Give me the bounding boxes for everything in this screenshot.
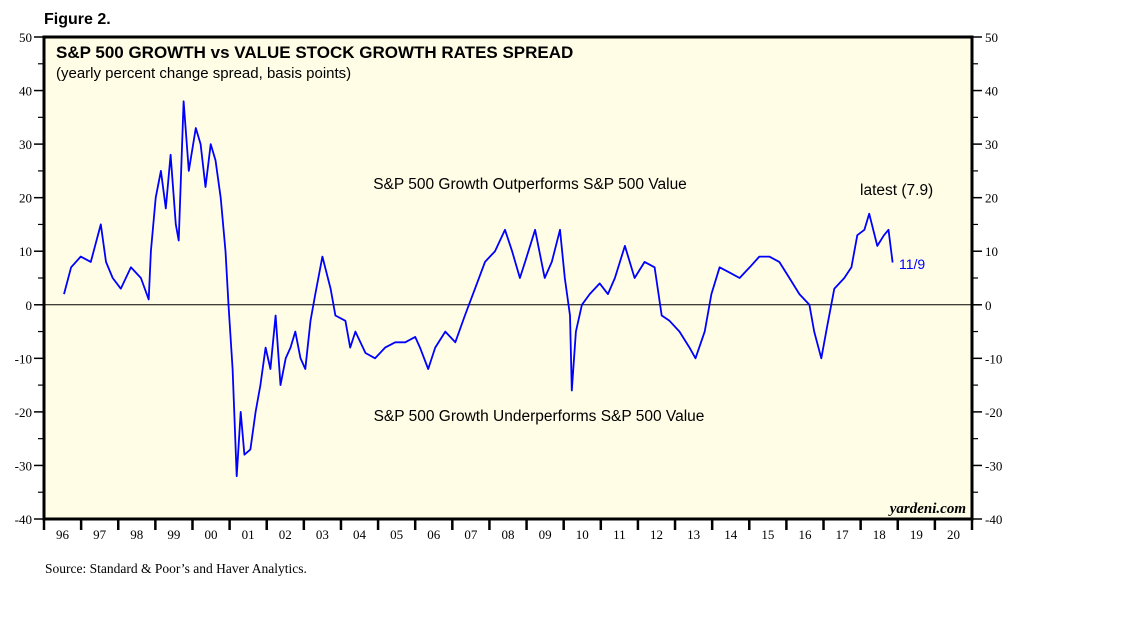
x-tick-label: 19 (910, 527, 923, 542)
y-tick-label-left: 40 (19, 84, 32, 99)
x-tick-label: 02 (279, 527, 292, 542)
x-tick-label: 06 (427, 527, 441, 542)
x-tick-label: 11 (613, 527, 626, 542)
x-tick-label: 20 (947, 527, 960, 542)
y-tick-label-right: -40 (985, 512, 1002, 527)
yardeni-watermark: yardeni.com (888, 501, 966, 517)
y-tick-label-right: -30 (985, 458, 1002, 473)
x-tick-label: 18 (873, 527, 886, 542)
annotation-underperforms: S&P 500 Growth Underperforms S&P 500 Val… (374, 408, 705, 425)
y-tick-label-right: 30 (985, 137, 998, 152)
y-tick-label-left: -20 (15, 405, 32, 420)
x-tick-label: 16 (798, 527, 812, 542)
source-note: Source: Standard & Poor’s and Haver Anal… (45, 561, 307, 576)
chart-title: S&P 500 GROWTH vs VALUE STOCK GROWTH RAT… (56, 43, 573, 62)
x-tick-label: 05 (390, 527, 403, 542)
x-tick-label: 97 (93, 527, 107, 542)
x-tick-label: 04 (353, 527, 367, 542)
y-tick-label-right: 10 (985, 244, 998, 259)
x-tick-label: 09 (539, 527, 552, 542)
y-tick-label-left: -10 (15, 351, 32, 366)
x-tick-label: 15 (761, 527, 774, 542)
x-tick-label: 08 (502, 527, 515, 542)
y-tick-label-left: 50 (19, 30, 32, 45)
x-tick-label: 03 (316, 527, 329, 542)
y-tick-label-left: -40 (15, 512, 32, 527)
plot-area (42, 35, 974, 521)
y-tick-label-left: 30 (19, 137, 32, 152)
annotation-latest-date: 11/9 (899, 256, 925, 272)
y-tick-label-right: 50 (985, 30, 998, 45)
x-tick-label: 14 (724, 527, 738, 542)
x-tick-label: 01 (242, 527, 255, 542)
x-tick-label: 10 (576, 527, 589, 542)
spread-series-line (63, 100, 894, 478)
x-tick-label: 07 (464, 527, 478, 542)
chart-subtitle: (yearly percent change spread, basis poi… (56, 65, 351, 82)
y-tick-label-right: 40 (985, 84, 998, 99)
x-tick-label: 99 (167, 527, 180, 542)
y-tick-label-left: -30 (15, 458, 32, 473)
annotation-latest: latest (7.9) (860, 182, 933, 199)
x-tick-label: 00 (205, 527, 218, 542)
x-tick-label: 17 (836, 527, 850, 542)
y-tick-label-left: 20 (19, 191, 32, 206)
y-tick-label-right: 20 (985, 191, 998, 206)
x-tick-label: 13 (687, 527, 700, 542)
x-tick-label: 98 (130, 527, 143, 542)
annotation-outperforms: S&P 500 Growth Outperforms S&P 500 Value (373, 176, 687, 193)
figure-label: Figure 2. (44, 11, 111, 28)
y-tick-label-left: 0 (26, 298, 33, 313)
x-tick-label: 12 (650, 527, 663, 542)
y-tick-label-right: -10 (985, 351, 1002, 366)
x-tick-label: 96 (56, 527, 70, 542)
y-tick-label-right: -20 (985, 405, 1002, 420)
y-tick-label-right: 0 (985, 298, 992, 313)
y-tick-label-left: 10 (19, 244, 32, 259)
